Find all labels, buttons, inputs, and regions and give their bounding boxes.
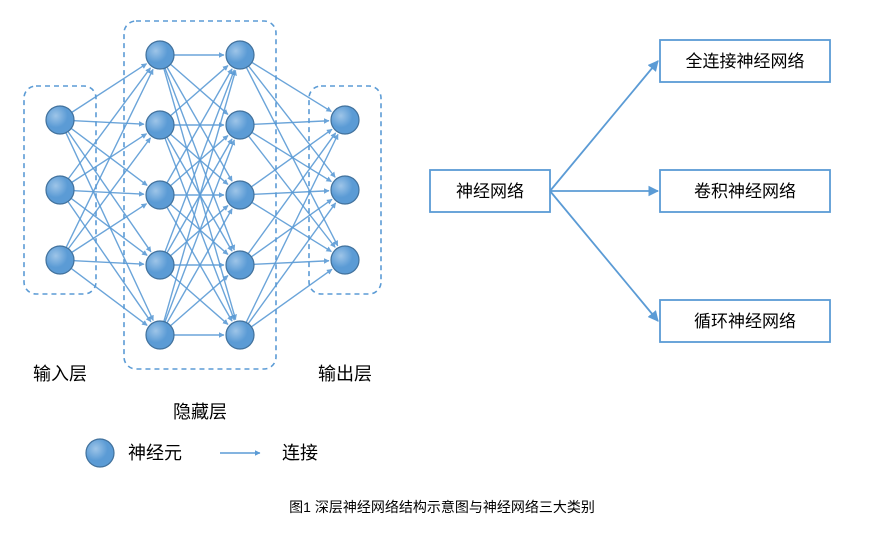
neuron-node (46, 246, 74, 274)
neuron-node (146, 111, 174, 139)
tree-child-2-label: 循环神经网络 (694, 312, 796, 331)
connection-arrow (252, 62, 331, 111)
figure-caption: 图1 深层神经网络结构示意图与神经网络三大类别 (289, 499, 595, 515)
connection-arrow (167, 209, 232, 323)
layer-label: 输出层 (318, 364, 372, 384)
neuron-node (331, 176, 359, 204)
layer-label: 输入层 (33, 364, 87, 384)
neuron-node (226, 321, 254, 349)
legend-neuron-icon (86, 439, 114, 467)
connection-arrow (167, 67, 232, 181)
connection-arrow (251, 269, 332, 327)
connection-arrow (167, 137, 232, 251)
tree-child-0-label: 全连接神经网络 (686, 52, 805, 71)
tree-root-label: 神经网络 (456, 182, 524, 201)
neuron-node (46, 106, 74, 134)
legend-neuron-label: 神经元 (128, 443, 182, 463)
neuron-node (146, 251, 174, 279)
connection-arrow (167, 207, 232, 321)
connection-arrow (246, 134, 338, 322)
network-edges (66, 55, 338, 335)
layer-labels: 输入层隐藏层 输出层 (33, 364, 372, 422)
layer-label: 隐藏层 (173, 402, 227, 422)
connection-arrow (71, 198, 147, 255)
tree-edge (550, 191, 658, 321)
neuron-node (226, 111, 254, 139)
tree-child-1-label: 卷积神经网络 (694, 182, 796, 201)
tree-edge (550, 61, 658, 191)
connection-arrow (167, 69, 232, 183)
neuron-node (226, 41, 254, 69)
neuron-node (46, 176, 74, 204)
neuron-node (146, 41, 174, 69)
connection-arrow (66, 69, 153, 247)
legend-arrow-label: 连接 (282, 443, 318, 463)
connection-arrow (71, 268, 147, 325)
neuron-node (331, 246, 359, 274)
legend: 神经元 连接 (86, 439, 318, 467)
neuron-node (146, 181, 174, 209)
neuron-node (226, 251, 254, 279)
neuron-node (226, 181, 254, 209)
neuron-node (331, 106, 359, 134)
neuron-node (146, 321, 174, 349)
tree-diagram: 神经网络 全连接神经网络卷积神经网络循环神经网络 (430, 40, 830, 342)
